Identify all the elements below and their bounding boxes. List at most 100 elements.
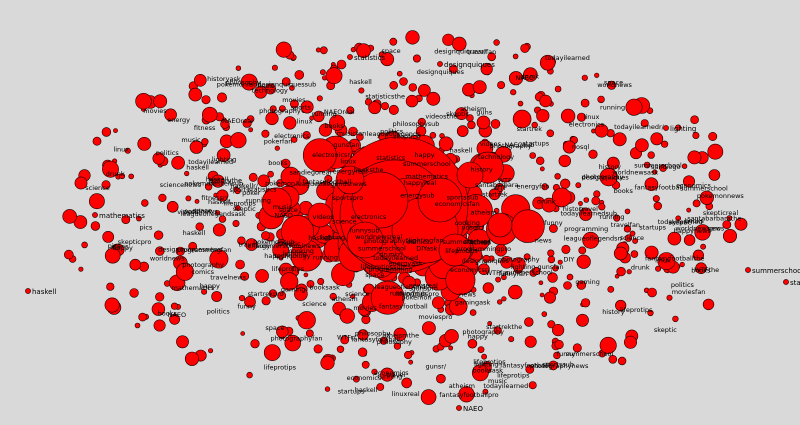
- graph-node: [380, 367, 395, 382]
- graph-node: [379, 336, 388, 345]
- node-label: pokemonfan: [217, 81, 257, 89]
- node-label: books: [158, 310, 178, 318]
- node-label: funny: [544, 219, 563, 227]
- graph-node: [512, 109, 532, 129]
- node-label: haskell: [355, 386, 378, 394]
- graph-node: [683, 234, 696, 246]
- graph-node: [543, 291, 556, 304]
- graph-node: [517, 100, 524, 107]
- graph-node: [591, 196, 601, 206]
- graph-node: [635, 138, 649, 152]
- graph-node: [583, 197, 590, 203]
- node-label: news: [535, 236, 552, 244]
- graph-node: [128, 173, 134, 180]
- graph-node: [280, 215, 314, 249]
- graph-node: [220, 119, 230, 129]
- node-label: startups: [338, 387, 365, 395]
- node-label: electronicsr/: [312, 151, 353, 159]
- graph-node: [271, 64, 278, 71]
- graph-node: [294, 70, 305, 80]
- graph-node: [268, 289, 278, 298]
- node-label: travel: [238, 241, 257, 249]
- graph-node: [274, 145, 280, 151]
- graph-node: [153, 94, 168, 109]
- graph-node: [546, 129, 555, 138]
- graph-node: [89, 193, 105, 210]
- graph-node: [348, 126, 358, 137]
- graph-node: [257, 174, 271, 188]
- node-label: history: [599, 163, 622, 171]
- node-label: photographyfan: [271, 335, 323, 343]
- graph-node: [695, 262, 707, 275]
- node-label: funny: [557, 350, 576, 358]
- node-label: pokerfan: [264, 138, 293, 146]
- graph-node: [358, 87, 365, 94]
- graph-node: [722, 229, 737, 244]
- node-label: videosthe: [425, 113, 457, 121]
- node-label: lifeprotipspro: [396, 290, 439, 298]
- graph-node: [699, 190, 714, 205]
- node-label: statistics: [376, 154, 406, 162]
- graph-node: [593, 190, 601, 198]
- graph-node: [141, 199, 149, 207]
- graph-node: [297, 311, 316, 330]
- node-label: happy: [200, 282, 220, 290]
- graph-node: [456, 161, 484, 189]
- node-label: gunspro: [412, 284, 438, 292]
- graph-node: [650, 132, 664, 146]
- graph-node: [657, 252, 676, 271]
- graph-node: [336, 345, 345, 353]
- graph-node: [551, 324, 565, 337]
- graph-node: [429, 132, 437, 139]
- graph-node: [396, 70, 403, 77]
- node-label: politics: [207, 308, 231, 316]
- graph-node: [240, 331, 245, 336]
- graph-node: [92, 212, 98, 218]
- node-label: WTF: [498, 176, 512, 184]
- node-label: haskellr/: [231, 182, 259, 190]
- graph-node: [166, 201, 179, 213]
- graph-node: [497, 81, 506, 90]
- graph-node: [184, 170, 190, 177]
- graph-node: [598, 203, 606, 211]
- graph-node: [289, 99, 299, 109]
- graph-node: [302, 138, 337, 173]
- graph-node: [153, 230, 164, 240]
- node-label: philosophy: [355, 329, 390, 337]
- node-label: designquiques: [444, 61, 495, 69]
- graph-node: [501, 296, 507, 302]
- graph-node: [647, 287, 657, 298]
- graph-node: [560, 108, 576, 124]
- node-label: fantasyfootball: [351, 336, 400, 344]
- graph-node: [579, 207, 593, 221]
- graph-node: [511, 257, 526, 272]
- graph-node: [388, 104, 399, 115]
- graph-node: [300, 100, 314, 114]
- node-label: programming: [369, 266, 413, 274]
- graph-node: [438, 136, 454, 152]
- graph-node: [476, 115, 491, 130]
- node-label: pokemon: [184, 180, 214, 188]
- node-label: nosql: [572, 143, 590, 151]
- node-label: NAEOreal: [324, 108, 355, 116]
- graph-node: [90, 221, 101, 231]
- graph-node: [487, 212, 513, 238]
- node-label: sportssub: [542, 360, 574, 368]
- graph-node: [399, 77, 408, 86]
- graph-node: [335, 165, 365, 195]
- node-label: summerschool: [634, 161, 682, 169]
- node-label: running: [377, 372, 402, 380]
- graph-node: [261, 296, 271, 306]
- node-label: designquiques: [462, 257, 510, 265]
- node-label: lighting: [670, 125, 696, 133]
- graph-node: [316, 95, 323, 102]
- node-label: linux: [584, 113, 600, 121]
- graph-node: [561, 244, 571, 254]
- graph-node: [401, 377, 413, 389]
- graph-node: [389, 81, 399, 90]
- graph-node: [644, 245, 659, 260]
- graph-node: [294, 287, 308, 301]
- node-label: space: [193, 206, 212, 214]
- graph-node: [217, 92, 228, 103]
- graph-node: [508, 284, 523, 300]
